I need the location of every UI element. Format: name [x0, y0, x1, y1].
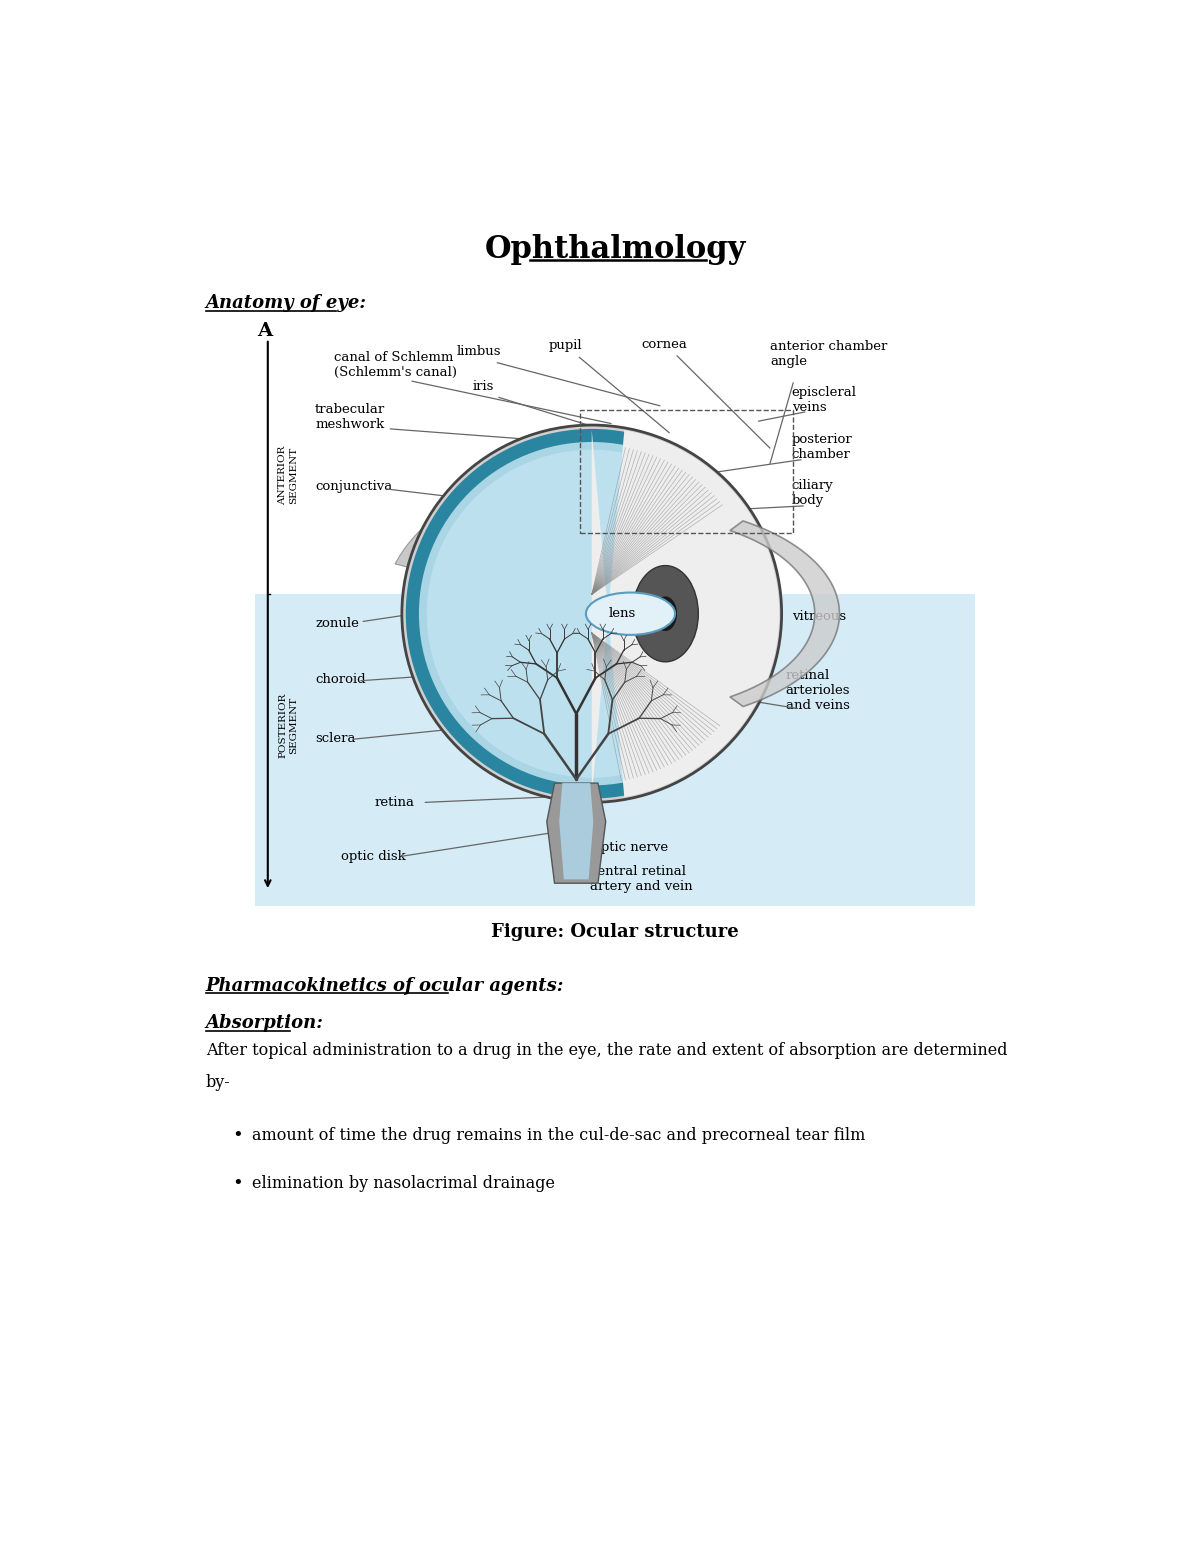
Text: •: •	[233, 1174, 242, 1193]
Text: episcleral
veins: episcleral veins	[792, 387, 857, 415]
Text: pupil: pupil	[548, 339, 582, 353]
Text: Absorption:: Absorption:	[206, 1014, 324, 1033]
Circle shape	[427, 450, 757, 778]
Text: A: A	[257, 323, 272, 340]
Text: Ophthalmology: Ophthalmology	[485, 235, 745, 266]
Polygon shape	[592, 430, 779, 797]
Ellipse shape	[632, 565, 698, 662]
Text: Pharmacokinetics of ocular agents:: Pharmacokinetics of ocular agents:	[206, 977, 564, 994]
Polygon shape	[547, 783, 606, 884]
Text: choroid: choroid	[316, 672, 366, 686]
Polygon shape	[559, 783, 593, 879]
Text: anterior chamber
angle: anterior chamber angle	[770, 340, 887, 368]
Text: trabecular
meshwork: trabecular meshwork	[316, 404, 385, 432]
Text: ciliary
body: ciliary body	[792, 478, 834, 506]
Text: sclera: sclera	[316, 731, 355, 745]
Text: Anatomy of eye:: Anatomy of eye:	[206, 295, 367, 312]
Text: ANTERIOR
SEGMENT: ANTERIOR SEGMENT	[278, 446, 298, 505]
Text: posterior
chamber: posterior chamber	[792, 433, 852, 461]
Circle shape	[406, 429, 778, 798]
Ellipse shape	[586, 593, 676, 635]
Text: cornea: cornea	[641, 337, 686, 351]
Text: amount of time the drug remains in the cul-de-sac and precorneal tear film: amount of time the drug remains in the c…	[252, 1127, 865, 1145]
Text: POSTERIOR
SEGMENT: POSTERIOR SEGMENT	[278, 693, 298, 758]
Circle shape	[402, 426, 781, 803]
Text: canal of Schlemm
(Schlemm's canal): canal of Schlemm (Schlemm's canal)	[334, 351, 457, 379]
Text: retina: retina	[374, 795, 414, 809]
Polygon shape	[730, 520, 840, 707]
Text: optic nerve: optic nerve	[593, 840, 668, 854]
Text: After topical administration to a drug in the eye, the rate and extent of absorp: After topical administration to a drug i…	[206, 1042, 1007, 1092]
Bar	[254, 595, 976, 907]
Text: limbus: limbus	[457, 345, 502, 359]
Text: elimination by nasolacrimal drainage: elimination by nasolacrimal drainage	[252, 1176, 556, 1193]
Text: conjunctiva: conjunctiva	[316, 480, 392, 494]
Text: central retinal
artery and vein: central retinal artery and vein	[590, 865, 692, 893]
Text: retinal
arterioles
and veins: retinal arterioles and veins	[786, 669, 850, 713]
Ellipse shape	[654, 596, 677, 631]
Text: •: •	[233, 1127, 242, 1145]
Bar	[254, 329, 976, 907]
Text: Figure: Ocular structure: Figure: Ocular structure	[491, 922, 739, 941]
Text: iris: iris	[473, 380, 494, 393]
Text: lens: lens	[610, 607, 636, 620]
Text: zonule: zonule	[316, 617, 359, 631]
Text: optic disk: optic disk	[341, 849, 406, 863]
Text: vitreous: vitreous	[792, 609, 846, 623]
Polygon shape	[395, 488, 499, 570]
Circle shape	[419, 443, 764, 786]
